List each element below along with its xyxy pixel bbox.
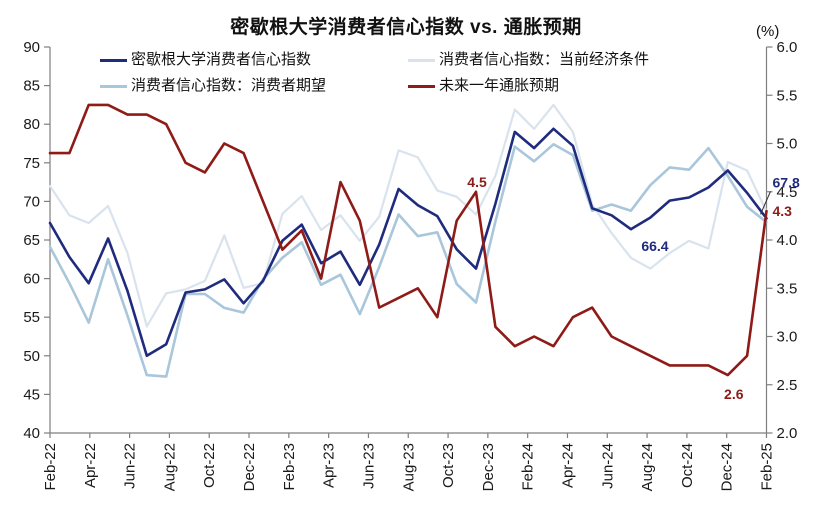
x-axis-label: Feb-25 <box>759 443 776 491</box>
y-axis-left-label: 75 <box>23 155 40 172</box>
legend-label-inflation: 未来一年通胀预期 <box>439 77 560 94</box>
y-axis-right-label: 2.5 <box>777 377 798 394</box>
x-axis-label: Aug-22 <box>161 443 178 491</box>
x-axis-label: Apr-23 <box>321 443 338 488</box>
y-axis-left-label: 50 <box>23 348 40 365</box>
annotation-leader-line <box>760 191 771 215</box>
annotation-4.5: 4.5 <box>467 174 487 190</box>
y-axis-right-label: 2.0 <box>777 425 798 442</box>
x-axis-label: Aug-24 <box>639 443 656 491</box>
y-axis-right-label: 5.5 <box>777 87 798 104</box>
annotation-66.4: 66.4 <box>641 238 668 254</box>
x-axis-label: Oct-24 <box>679 443 696 488</box>
y-axis-left-label: 70 <box>23 193 40 210</box>
x-axis-label: Jun-22 <box>122 443 139 489</box>
annotation-2.6: 2.6 <box>724 386 744 402</box>
legend-label-sentiment: 密歇根大学消费者信心指数 <box>131 51 312 68</box>
x-axis-label: Apr-24 <box>559 443 576 488</box>
y-axis-right-label: 3.5 <box>777 280 798 297</box>
legend-item-conditions: 消费者信心指数：当前经济条件 <box>408 52 649 68</box>
x-axis-label: Feb-23 <box>281 443 298 491</box>
legend-swatch-inflation <box>408 84 435 88</box>
x-axis-label: Jun-24 <box>599 443 616 489</box>
x-axis-label: Feb-22 <box>42 443 59 491</box>
legend-swatch-conditions <box>408 58 435 62</box>
x-axis-label: Oct-23 <box>440 443 457 488</box>
y-axis-right-label: 4.0 <box>777 232 798 249</box>
right-axis-unit: (%) <box>756 23 780 40</box>
x-axis-label: Dec-22 <box>241 443 258 491</box>
legend-swatch-expectations <box>100 84 127 88</box>
x-axis-label: Feb-24 <box>520 443 537 491</box>
series-inflation <box>48 103 768 377</box>
series-expectations <box>48 143 768 378</box>
series-conditions <box>48 103 768 328</box>
x-axis-label: Dec-23 <box>480 443 497 491</box>
legend-item-inflation: 未来一年通胀预期 <box>408 78 649 94</box>
y-axis-left-label: 60 <box>23 271 40 288</box>
annotation-67.8: 67.8 <box>773 174 800 190</box>
y-axis-right-label: 6.0 <box>777 39 798 56</box>
legend-swatch-sentiment <box>100 58 127 62</box>
y-axis-left-label: 45 <box>23 386 40 403</box>
y-axis-left-label: 55 <box>23 309 40 326</box>
y-axis-right-label: 4.5 <box>777 184 798 201</box>
annotation-4.3: 4.3 <box>773 203 793 219</box>
y-axis-right-label: 3.0 <box>777 329 798 346</box>
y-axis-left-label: 80 <box>23 116 40 133</box>
x-axis-label: Apr-22 <box>82 443 99 488</box>
x-axis-label: Dec-24 <box>719 443 736 491</box>
legend-item-expectations: 消费者信心指数：消费者期望 <box>100 78 408 94</box>
series-sentiment <box>48 127 768 358</box>
x-axis-label: Aug-23 <box>400 443 417 491</box>
legend-item-sentiment: 密歇根大学消费者信心指数 <box>100 52 408 68</box>
y-axis-left-label: 90 <box>23 39 40 56</box>
legend-label-expectations: 消费者信心指数：消费者期望 <box>131 77 327 94</box>
y-axis-left-label: 40 <box>23 425 40 442</box>
x-axis-label: Oct-22 <box>201 443 218 488</box>
y-axis-left-label: 85 <box>23 78 40 95</box>
chart-title: 密歇根大学消费者信心指数 vs. 通胀预期 <box>230 17 582 38</box>
y-axis-left-label: 65 <box>23 232 40 249</box>
x-axis-label: Jun-23 <box>360 443 377 489</box>
chart-legend: 密歇根大学消费者信心指数 消费者信心指数：当前经济条件 消费者信心指数：消费者期… <box>100 52 649 94</box>
y-axis-right-label: 5.0 <box>777 136 798 153</box>
legend-label-conditions: 消费者信心指数：当前经济条件 <box>439 51 650 68</box>
